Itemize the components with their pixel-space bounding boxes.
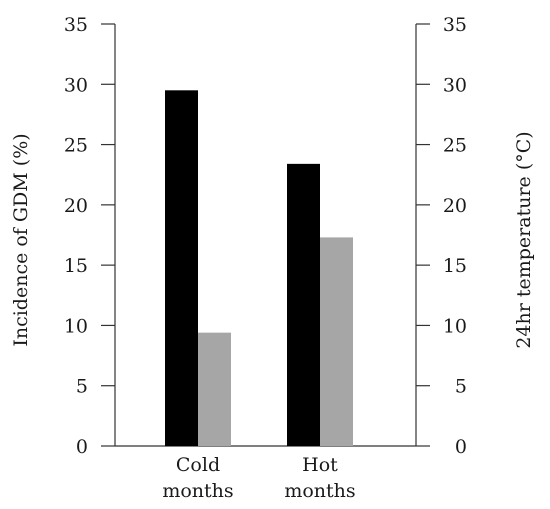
axes <box>114 24 417 447</box>
right-tick-label: 0 <box>455 436 467 458</box>
left-tick-label: 20 <box>64 195 88 217</box>
bar-gdm-1 <box>287 163 320 446</box>
left-tick-label: 5 <box>76 376 88 398</box>
right-tick-label: 15 <box>443 255 467 277</box>
left-axis-ticks: 0 5 10 15 20 25 30 35 <box>64 14 115 458</box>
right-tick-label: 5 <box>455 376 467 398</box>
bar-gdm-0 <box>165 90 198 447</box>
right-tick-label: 30 <box>443 74 467 96</box>
y-axis-title-left: Incidence of GDM (%) <box>10 133 32 346</box>
bars <box>165 90 353 447</box>
left-tick-label: 30 <box>64 74 88 96</box>
left-tick-label: 35 <box>64 14 88 36</box>
right-tick-label: 20 <box>443 195 467 217</box>
right-tick-label: 25 <box>443 135 467 157</box>
bar-temperature-0 <box>198 332 231 446</box>
right-axis-ticks: 0 5 10 15 20 25 30 35 <box>416 14 467 458</box>
category-label: months <box>284 480 355 502</box>
category-label: months <box>162 480 233 502</box>
left-tick-label: 10 <box>64 315 88 337</box>
category-labels: Cold months Hot months <box>162 454 355 502</box>
right-tick-label: 35 <box>443 14 467 36</box>
left-tick-label: 0 <box>76 436 88 458</box>
bar-temperature-1 <box>320 237 353 446</box>
category-label: Cold <box>176 454 220 476</box>
left-tick-label: 15 <box>64 255 88 277</box>
y-axis-title-right: 24hr temperature (°C) <box>513 131 535 348</box>
left-tick-label: 25 <box>64 135 88 157</box>
category-label: Hot <box>302 454 338 476</box>
right-tick-label: 10 <box>443 315 467 337</box>
